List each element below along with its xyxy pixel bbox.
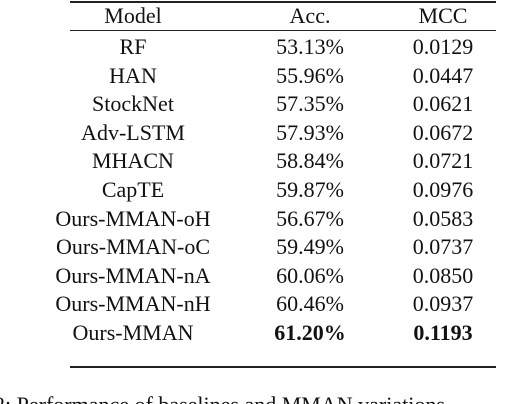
table-cell: 0.0976 bbox=[412, 177, 474, 202]
table-cell: CapTE bbox=[101, 177, 165, 202]
table-cell: 58.84% bbox=[276, 148, 344, 174]
bottom-rule bbox=[70, 366, 496, 368]
header-cell: Acc. bbox=[289, 3, 331, 28]
table-cell: Ours-MMAN-oH bbox=[55, 205, 211, 231]
table-cell: 0.0583 bbox=[412, 205, 474, 231]
table-cell: 0.0129 bbox=[412, 34, 474, 59]
top-rule bbox=[70, 1, 496, 3]
table-cell: 57.93% bbox=[276, 119, 344, 145]
table-cell: StockNet bbox=[92, 91, 174, 117]
table-cell: 60.06% bbox=[276, 262, 344, 288]
table-cell: RF bbox=[119, 34, 147, 59]
table-cell: 0.0621 bbox=[412, 91, 474, 117]
caption: 2: Performance of baselines and MMAN var… bbox=[0, 392, 445, 404]
table-cell: 56.67% bbox=[276, 205, 344, 231]
table-cell: Ours-MMAN-oC bbox=[56, 234, 210, 260]
table-cell: 61.20% bbox=[274, 320, 346, 345]
table-cell: 55.96% bbox=[276, 62, 344, 88]
table-cell: Ours-MMAN-nA bbox=[55, 262, 211, 288]
table-cell: 57.35% bbox=[276, 91, 344, 117]
header-cell: Model bbox=[104, 3, 162, 28]
header-rule bbox=[70, 30, 496, 31]
table-cell: HAN bbox=[109, 62, 157, 88]
table-cell: 59.49% bbox=[276, 234, 344, 260]
table-cell: 0.0937 bbox=[412, 291, 474, 317]
table-cell: Ours-MMAN bbox=[72, 320, 194, 345]
table-cell: 59.87% bbox=[276, 177, 344, 202]
table-cell: 60.46% bbox=[276, 291, 344, 317]
table-cell: MHACN bbox=[92, 148, 174, 174]
table-cell: Ours-MMAN-nH bbox=[55, 291, 211, 317]
header-cell: MCC bbox=[418, 3, 468, 28]
table-cell: 0.0721 bbox=[412, 148, 474, 174]
table-cell: 0.0737 bbox=[412, 234, 474, 260]
table-cell: 53.13% bbox=[276, 34, 344, 59]
table-cell: Adv-LSTM bbox=[81, 119, 185, 145]
table-cell: 0.0672 bbox=[412, 119, 474, 145]
table-cell: 0.1193 bbox=[413, 320, 473, 345]
table-cell: 0.0447 bbox=[412, 62, 474, 88]
table-cell: 0.0850 bbox=[412, 262, 474, 288]
